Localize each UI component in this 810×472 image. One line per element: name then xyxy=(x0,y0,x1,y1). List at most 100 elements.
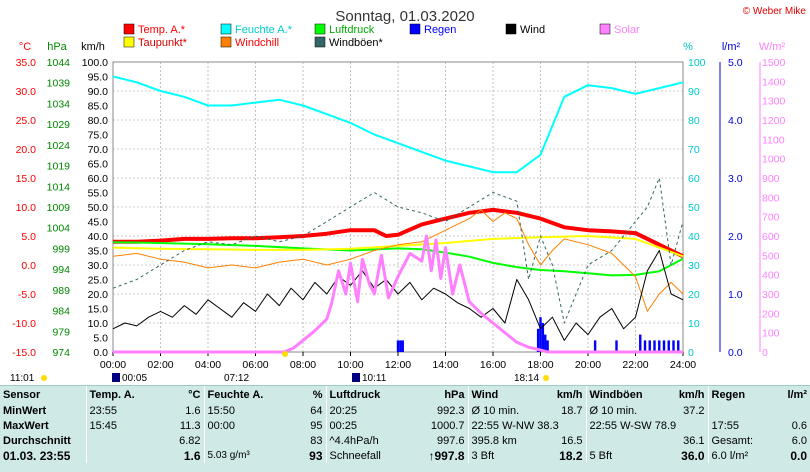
x-tick-label: 06:00 xyxy=(242,359,268,371)
stats-row-avg: Durchschnitt 6.82 83 ^4.4hPa/h 997.6 395… xyxy=(0,433,810,448)
hum-value: 64 xyxy=(310,404,323,417)
temp-tick-label: -5.0 xyxy=(18,289,36,301)
press-tick-label: 994 xyxy=(52,264,70,276)
solar-tick-label: 300 xyxy=(762,289,780,301)
legend-label: Feuchte A.* xyxy=(235,24,293,36)
legend-label: Taupunkt* xyxy=(138,37,188,49)
legend-label: Windböen* xyxy=(329,37,384,49)
solar-unit-label: W/m² xyxy=(759,41,786,53)
rain-bar xyxy=(662,340,666,352)
rain-tick-label: 1.0 xyxy=(728,289,743,301)
hum-value: 93 xyxy=(309,448,323,463)
header-rain: Regen xyxy=(707,386,766,403)
sunrise-time: 07:12 xyxy=(224,373,249,384)
wind-tick-label: 75.0 xyxy=(88,130,109,142)
rain-value: 6.0 xyxy=(791,434,807,447)
gust-time: Ø 10 min. xyxy=(585,403,650,418)
series-line-temp-a xyxy=(113,207,684,259)
rain-tick-label: 2.0 xyxy=(728,231,743,243)
temp-tick-label: 0.0 xyxy=(21,260,36,272)
wind-tick-label: 80.0 xyxy=(88,115,109,127)
series-line-feuchte-a xyxy=(112,75,684,174)
solar-tick-label: 1100 xyxy=(762,134,785,146)
solar-tick-label: 1400 xyxy=(762,76,786,88)
temp-tick-label: 30.0 xyxy=(16,86,37,98)
chart-legend: Temp. A.* Feuchte A.* Luftdruck Regen Wind So… xyxy=(123,23,640,49)
legend-swatch xyxy=(314,23,326,35)
solar-tick-label: 500 xyxy=(762,250,780,262)
forecast-text: Schneefall xyxy=(325,448,404,463)
rain-bar xyxy=(658,340,661,352)
hum-tick-label: 20 xyxy=(688,289,700,301)
series-line-luftdruck xyxy=(112,241,684,277)
x-tick-label: 24:00 xyxy=(670,359,696,371)
rain-bars xyxy=(396,317,680,352)
gust-bft: 5 Bft xyxy=(585,448,650,463)
wind-tick-label: 65.0 xyxy=(88,159,109,171)
temp-tick-label: 35.0 xyxy=(16,57,37,69)
rain-value: 0.6 xyxy=(791,419,807,432)
press-tick-label: 1044 xyxy=(47,57,71,69)
rain-bar xyxy=(672,340,675,352)
legend-swatch xyxy=(123,36,135,48)
legend-swatch xyxy=(599,23,611,35)
header-sensor: Sensor xyxy=(3,388,41,401)
solar-tick-label: 700 xyxy=(762,212,780,224)
chart-series xyxy=(112,75,684,354)
hum-tick-label: 100 xyxy=(688,57,706,69)
wind-tick-label: 5.0 xyxy=(93,333,108,345)
legend-swatch xyxy=(220,23,232,35)
rain-bar xyxy=(615,340,618,352)
rain-time: 17:55 xyxy=(707,418,766,433)
press-tick-label: 999 xyxy=(52,243,70,255)
press-time: 00:25 xyxy=(325,418,404,433)
legend-label: Luftdruck xyxy=(329,24,375,36)
rain-bar xyxy=(401,340,404,352)
rain-bar xyxy=(667,340,670,352)
temp-tick-label: -10.0 xyxy=(12,318,36,330)
solar-tick-label: 200 xyxy=(762,308,780,320)
wind-tick-label: 35.0 xyxy=(88,246,109,258)
solar-tick-label: 600 xyxy=(762,231,780,243)
wind-tick-label: 85.0 xyxy=(88,101,109,113)
solar-tick-label: 100 xyxy=(762,328,780,340)
rain-tick-label: 3.0 xyxy=(728,173,743,185)
rain-tick-label: 5.0 xyxy=(728,57,743,69)
hum-tick-label: 30 xyxy=(688,260,700,272)
stats-row-min: MinWert 23:55 1.6 15:50 64 20:25 992.3 Ø… xyxy=(0,403,810,418)
hum-unit-label: % xyxy=(683,41,693,53)
temp-tick-label: 20.0 xyxy=(16,144,37,156)
press-tick-label: 1039 xyxy=(47,78,71,90)
gust-value: 36.0 xyxy=(681,448,705,463)
solar-tick-label: 1000 xyxy=(762,154,786,166)
rain-bar xyxy=(541,323,545,352)
x-tick-label: 14:00 xyxy=(432,359,458,371)
stats-table: Sensor Temp. A. °C Feuchte A. % Luftdruc… xyxy=(0,386,810,463)
wind-time: 22:55 W-NW 38.3 xyxy=(467,418,586,433)
rain-bar xyxy=(399,340,402,352)
rain-bar xyxy=(544,334,547,352)
header-hum-unit: % xyxy=(312,388,323,401)
rain-tick-label: 4.0 xyxy=(728,115,743,127)
hum-tick-label: 90 xyxy=(688,86,700,98)
x-tick-label: 08:00 xyxy=(290,359,316,371)
abs-humidity: 5.03 g/m³ xyxy=(203,448,268,463)
moonrise-marker xyxy=(112,373,120,382)
row-label: MinWert xyxy=(3,404,47,417)
moonrise-time: 00:05 xyxy=(122,373,147,384)
stats-row-current: 01.03. 23:55 1.6 5.03 g/m³ 93 Schneefall… xyxy=(0,448,810,463)
stats-row-max: MaxWert 15:45 11.3 00:00 95 00:25 1000.7… xyxy=(0,418,810,433)
row-label: Durchschnitt xyxy=(3,434,71,447)
rain-bar xyxy=(593,340,597,352)
hum-time: 15:50 xyxy=(203,403,268,418)
hum-tick-label: 10 xyxy=(688,318,700,330)
legend-swatch xyxy=(220,36,232,48)
legend-swatch xyxy=(505,23,517,35)
wind-tick-label: 45.0 xyxy=(88,217,109,229)
header-hum: Feuchte A. xyxy=(203,386,268,403)
wind-value: 18.2 xyxy=(559,448,583,463)
press-unit-label: hPa xyxy=(47,41,67,53)
sunrise-icon xyxy=(282,351,288,357)
sun-info: 00:05 07:12 10:11 18:14 11:01 xyxy=(10,351,549,384)
rain-bar xyxy=(648,340,651,352)
